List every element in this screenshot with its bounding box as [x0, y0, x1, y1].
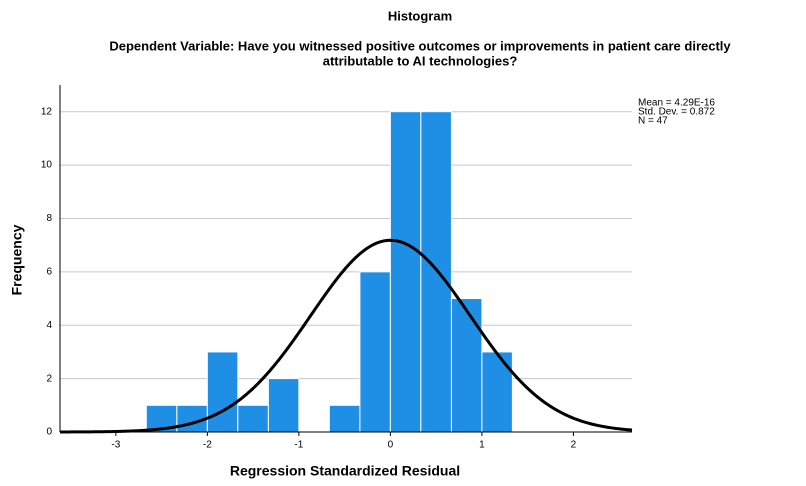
x-tick-label: 2 [571, 440, 577, 451]
stats-label: Mean = 4.29E-16 [638, 98, 715, 109]
bar [328, 404, 361, 433]
x-tick-label: 0 [388, 440, 394, 451]
chart-subtitle: attributable to AI technologies? [323, 53, 518, 68]
x-tick-label: 1 [479, 440, 485, 451]
x-tick-label: -1 [294, 440, 303, 451]
bar [359, 271, 391, 433]
y-tick-label: 6 [46, 266, 52, 277]
x-tick-label: -3 [111, 440, 120, 451]
chart-subtitle: Dependent Variable: Have you witnessed p… [109, 38, 731, 53]
bar [389, 111, 422, 433]
y-tick-label: 8 [46, 213, 52, 224]
bar [450, 298, 483, 433]
stats-label: N = 47 [638, 116, 668, 127]
bar [481, 351, 513, 433]
bar [420, 111, 452, 433]
y-tick-label: 10 [41, 160, 53, 171]
chart-title: Histogram [388, 8, 452, 23]
normal-curve [60, 238, 633, 434]
y-axis-label: Frequency [9, 224, 25, 295]
y-tick-label: 2 [46, 373, 52, 384]
stats-label: Std. Dev. = 0.872 [638, 107, 715, 118]
x-axis-label: Regression Standardized Residual [230, 463, 460, 479]
bar [206, 351, 239, 433]
y-tick-label: 0 [46, 427, 52, 438]
y-tick-label: 4 [46, 320, 52, 331]
bar [267, 378, 300, 433]
y-tick-label: 12 [41, 106, 53, 117]
x-tick-label: -2 [203, 440, 212, 451]
bar [237, 404, 269, 433]
